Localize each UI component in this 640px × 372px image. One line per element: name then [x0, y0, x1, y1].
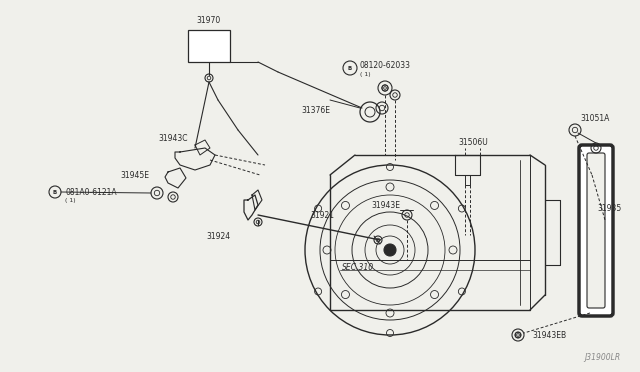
Text: J31900LR: J31900LR	[584, 353, 620, 362]
Circle shape	[384, 244, 396, 256]
Text: 081A0-6121A: 081A0-6121A	[65, 187, 116, 196]
Text: 31924: 31924	[206, 232, 230, 241]
Text: 31376E: 31376E	[301, 106, 330, 115]
FancyBboxPatch shape	[587, 153, 605, 308]
Text: 31970: 31970	[197, 16, 221, 25]
Text: SEC.310: SEC.310	[342, 263, 374, 273]
Text: 08120-62033: 08120-62033	[360, 61, 411, 70]
Text: 31506U: 31506U	[458, 138, 488, 147]
Bar	[188, 30, 230, 62]
Text: ( 1): ( 1)	[360, 71, 371, 77]
Text: 31921: 31921	[310, 211, 334, 219]
Text: 31943EB: 31943EB	[532, 330, 566, 340]
Text: 31945E: 31945E	[120, 170, 149, 180]
Text: 31943E: 31943E	[371, 201, 400, 209]
Text: ( 1): ( 1)	[65, 198, 76, 202]
Text: B: B	[53, 189, 57, 195]
Text: 31935: 31935	[597, 203, 621, 212]
FancyBboxPatch shape	[579, 145, 613, 316]
Text: 31051A: 31051A	[580, 113, 609, 122]
Text: 31943C: 31943C	[158, 134, 188, 142]
Text: B: B	[348, 65, 352, 71]
